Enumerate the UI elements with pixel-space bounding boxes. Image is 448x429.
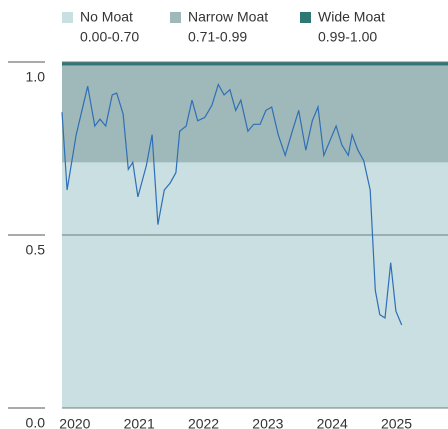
band <box>62 65 448 163</box>
band <box>62 165 448 408</box>
legend-swatch <box>300 12 311 23</box>
legend-name: Narrow Moat <box>188 9 268 25</box>
band <box>62 62 448 66</box>
legend-name: No Moat <box>80 9 133 25</box>
legend-range: 0.71-0.99 <box>188 29 247 45</box>
legend-swatch <box>170 12 181 23</box>
legend-swatch <box>62 12 73 23</box>
legend-range: 0.99-1.00 <box>318 29 377 45</box>
x-tick-label: 2025 <box>381 416 412 429</box>
y-tick-label: 0.5 <box>26 242 46 258</box>
y-tick-label: 1.0 <box>26 69 46 85</box>
x-tick-label: 2021 <box>124 416 155 429</box>
x-tick-label: 2023 <box>252 416 283 429</box>
legend-range: 0.00-0.70 <box>80 29 139 45</box>
y-tick-label: 0.0 <box>26 415 46 429</box>
x-tick-label: 2020 <box>59 416 90 429</box>
legend-name: Wide Moat <box>318 9 385 25</box>
x-tick-label: 2024 <box>317 416 348 429</box>
x-tick-label: 2022 <box>188 416 219 429</box>
line <box>61 82 403 326</box>
